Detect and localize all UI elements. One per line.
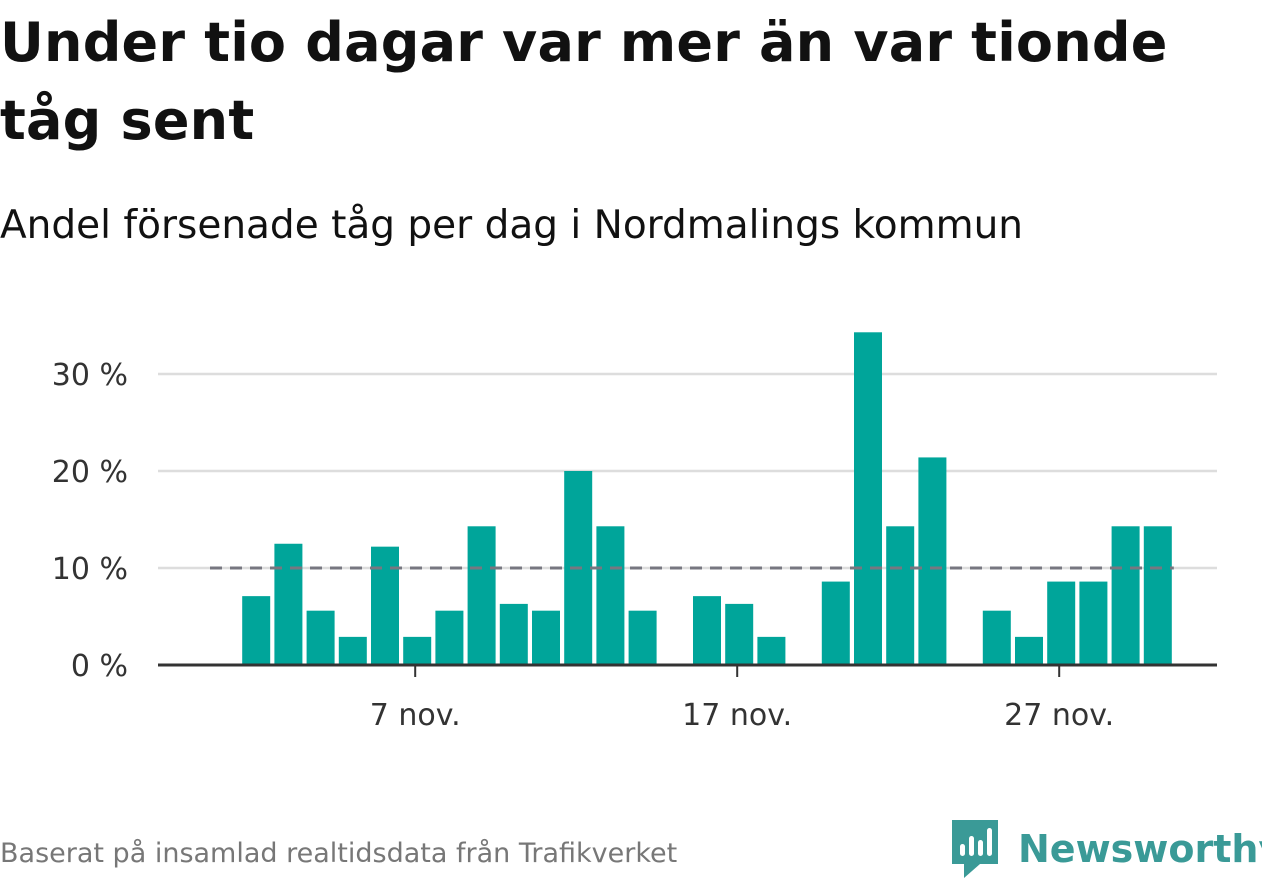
bar (467, 526, 496, 665)
bar (242, 596, 271, 665)
x-tick-label: 17 nov. (682, 698, 792, 733)
bar (693, 596, 721, 665)
x-tick-label: 7 nov. (370, 698, 461, 733)
bar (886, 526, 915, 665)
bar (1143, 526, 1172, 665)
y-tick-label: 10 % (52, 552, 128, 587)
bar (435, 610, 464, 665)
bars (242, 332, 1172, 665)
bar (628, 610, 657, 665)
bar (1047, 581, 1076, 665)
brand-logo: Newsworthy (950, 818, 1262, 880)
chart-subtitle: Andel försenade tåg per dag i Nordmaling… (0, 203, 1024, 248)
bar (1079, 581, 1108, 665)
bar (1111, 526, 1140, 665)
bar (1015, 636, 1043, 665)
brand-name: Newsworthy (1018, 827, 1262, 871)
y-tick-label: 30 % (52, 358, 128, 393)
chart-title: Under tio dagar var mer än var tionde tå… (0, 11, 1168, 152)
bar (499, 603, 528, 665)
bar (371, 546, 399, 665)
bar (854, 332, 882, 665)
bar (918, 457, 947, 665)
bar (338, 636, 367, 665)
bar (821, 581, 850, 665)
y-tick-label: 20 % (52, 455, 128, 490)
bar (982, 610, 1011, 665)
bar (274, 543, 303, 665)
bar (403, 636, 432, 665)
x-tick-label: 27 nov. (1004, 698, 1114, 733)
source-note: Baserat på insamlad realtidsdata från Tr… (0, 838, 678, 869)
bar (757, 636, 786, 665)
bar (306, 610, 335, 665)
bar (596, 526, 625, 665)
bar (725, 603, 754, 665)
bar (532, 610, 560, 665)
axes: 0 % 10 % 20 % 30 % 7 nov. 17 nov. 27 nov. (52, 358, 1217, 733)
gridlines (158, 372, 1217, 570)
newsworthy-logo-icon (952, 820, 998, 878)
y-tick-label: 0 % (71, 649, 128, 684)
